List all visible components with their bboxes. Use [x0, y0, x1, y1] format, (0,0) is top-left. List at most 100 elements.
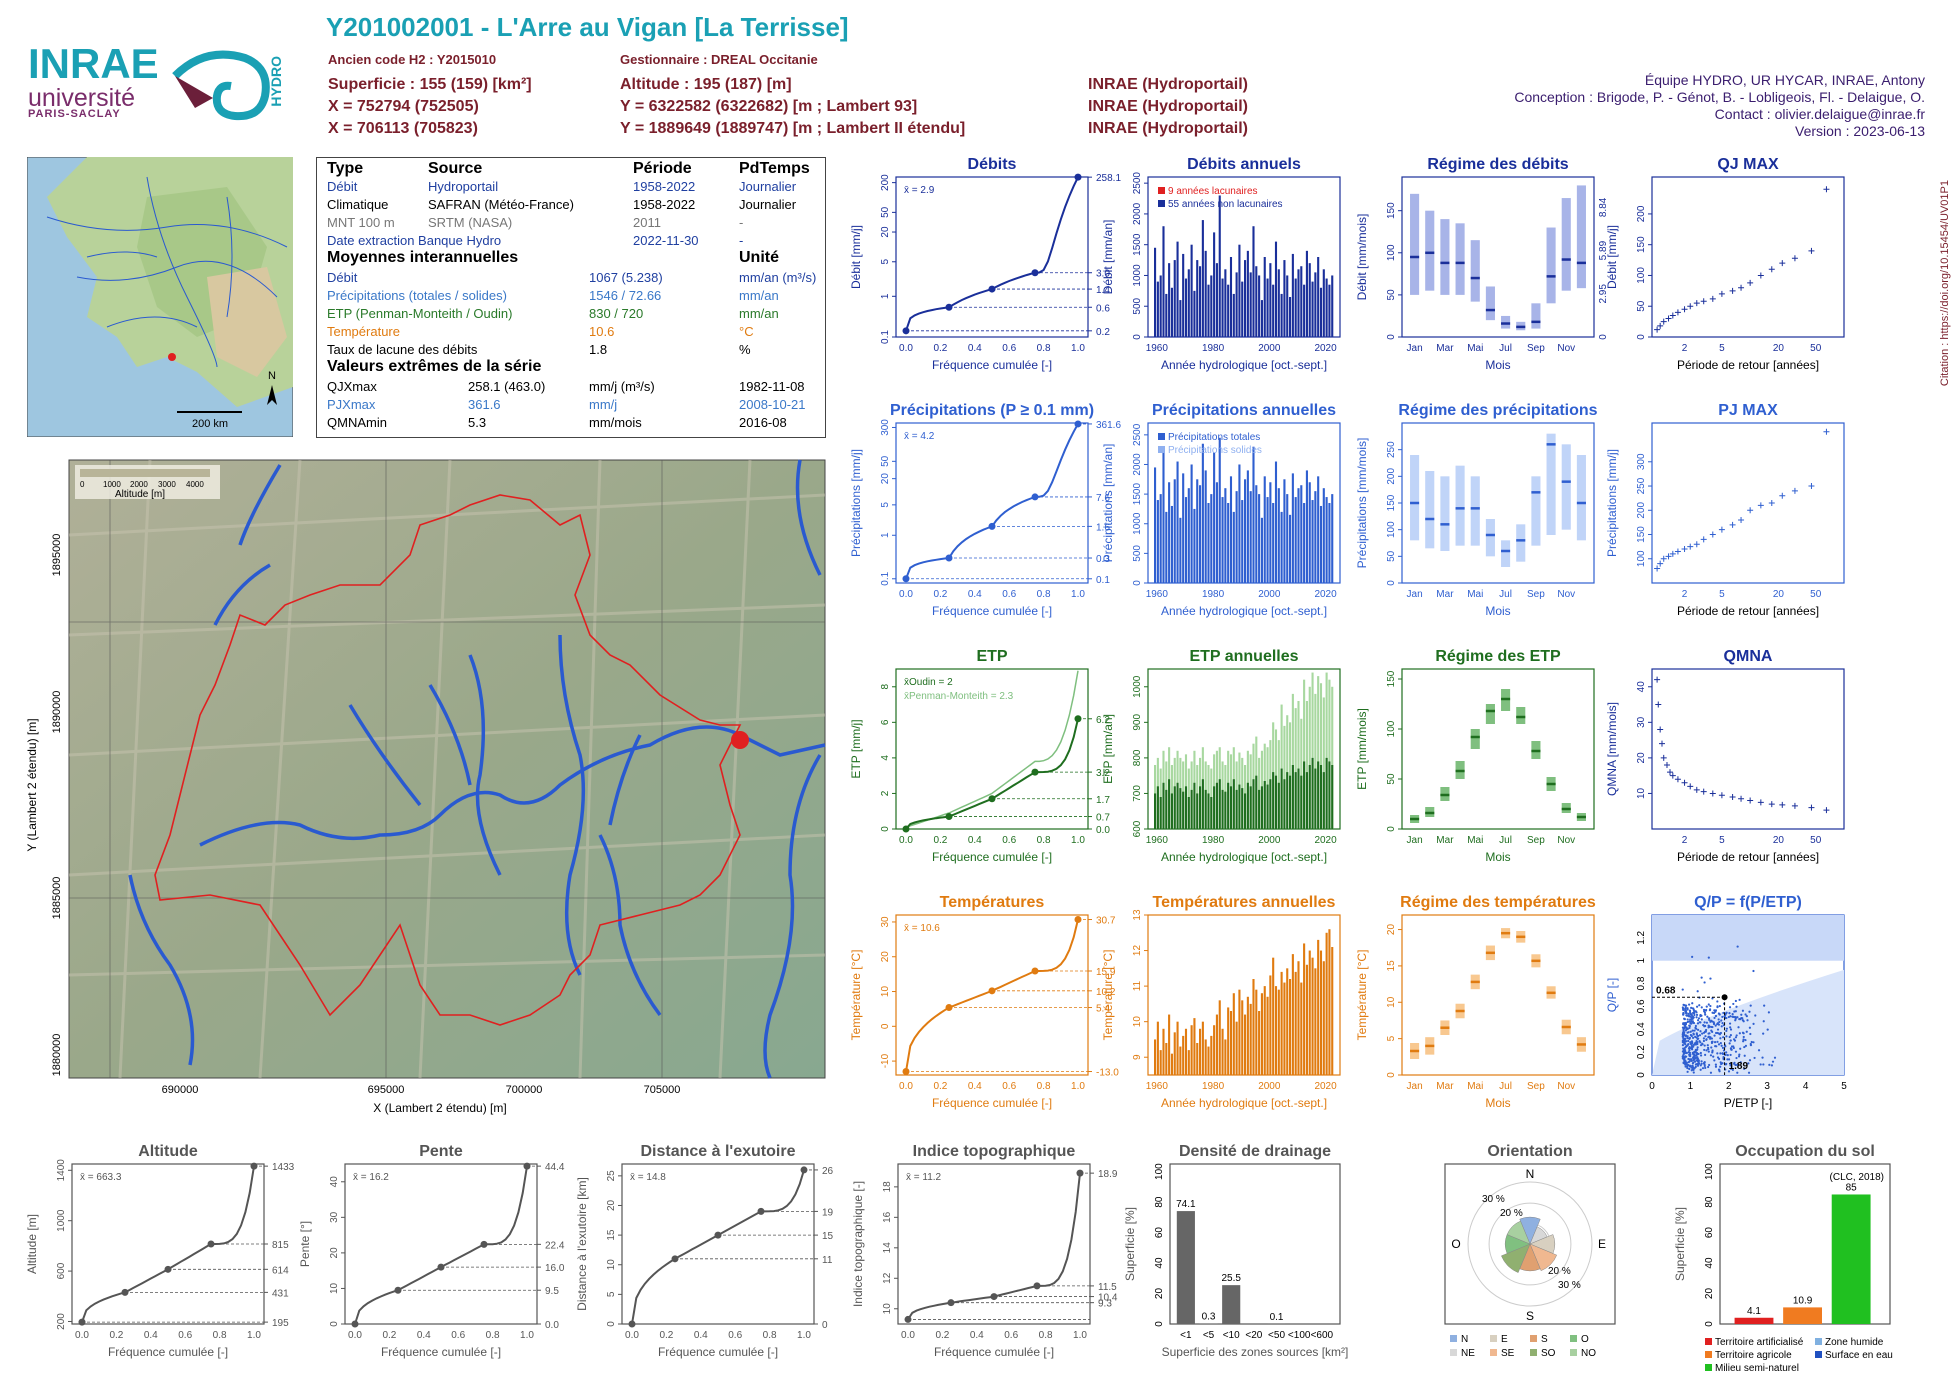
return-point — [1655, 701, 1662, 708]
x-tick-label: 0 — [1649, 1081, 1655, 1092]
quantile-point — [78, 1318, 86, 1326]
chart-qmna: QMNA Période de retour [années] QMNA [mm/m… — [1605, 648, 1845, 864]
coord-x-l2e: X = 706113 (705823) — [328, 120, 478, 137]
return-point — [1693, 786, 1700, 793]
x-tick-label: 1960 — [1146, 835, 1169, 846]
return-point — [1791, 802, 1798, 809]
x-tick-label: 0.0 — [899, 343, 913, 354]
ext-value: 361.6 — [468, 397, 501, 412]
qp-point — [1684, 1022, 1688, 1026]
qp-point — [1704, 1066, 1707, 1070]
qp-point — [1685, 1014, 1689, 1017]
y-tick-label: 30 — [880, 916, 891, 928]
y-tick-label: 2500 — [1132, 423, 1143, 446]
qp-point — [1708, 1063, 1711, 1067]
return-point — [1669, 772, 1676, 779]
bar — [1249, 491, 1252, 583]
bar — [1179, 517, 1182, 583]
chart-indice-topographique: Indice topographique Fréquence cumulée [-… — [851, 1143, 1118, 1359]
return-point — [1669, 550, 1676, 557]
qp-point — [1749, 1042, 1752, 1046]
return-point — [1729, 521, 1736, 528]
y-tick-label: 10 — [882, 1303, 893, 1315]
ext-date: 1982-11-08 — [739, 379, 805, 394]
bar — [1322, 772, 1325, 829]
chart-xlabel: Superficie des zones sources [km²] — [1162, 1345, 1349, 1359]
bar — [1300, 485, 1303, 583]
return-point — [1808, 247, 1815, 254]
y-tick-label: 0.1 — [880, 330, 891, 344]
qp-point — [1708, 1009, 1712, 1012]
bar — [1215, 782, 1218, 829]
bar-label: 0.1 — [1270, 1312, 1284, 1323]
qp-point — [1699, 1013, 1702, 1017]
y-tick-label: 0 — [606, 1321, 617, 1327]
qp-point — [1695, 1005, 1699, 1008]
paris-saclay-logo: PARIS-SACLAY — [28, 108, 121, 120]
chart-subtitle: (CLC, 2018) — [1830, 1172, 1884, 1183]
y-tick-label: 0.6 — [1636, 999, 1647, 1013]
bar — [1154, 793, 1157, 829]
bar — [1249, 786, 1252, 829]
x-tick-label: <5 — [1203, 1330, 1215, 1341]
qp-point — [1691, 1036, 1695, 1039]
qp-point — [1688, 1026, 1691, 1029]
ext-date: 2016-08 — [739, 415, 787, 430]
y-tick-label: 5 — [880, 259, 891, 265]
bar — [1252, 446, 1255, 583]
y-tick-label: 30 — [329, 1211, 340, 1223]
x-tick-label: 1.0 — [247, 1330, 261, 1341]
moy-unit: mm/an — [739, 306, 779, 321]
y-tick-label: 0 — [1132, 334, 1143, 340]
bar — [1328, 284, 1331, 337]
bar — [1255, 989, 1258, 1075]
x-tick-label: 2 — [1726, 1081, 1732, 1092]
qp-point — [1687, 1050, 1690, 1054]
y-tick-label: 150 — [1386, 670, 1397, 687]
x-tick-label: 0.6 — [1004, 1330, 1018, 1341]
bar — [1229, 1011, 1233, 1075]
qp-point — [1767, 1011, 1770, 1014]
qp-point — [1696, 990, 1699, 993]
qp-point — [1739, 1047, 1742, 1050]
info-pdt: Journalier — [739, 197, 797, 212]
y-tick-label: 0 — [1154, 1321, 1165, 1327]
qp-point — [1691, 955, 1694, 958]
bar — [1280, 511, 1283, 583]
x-tick-label: 4 — [1803, 1081, 1809, 1092]
qp-annot-y: 0.68 — [1656, 985, 1676, 996]
y-tick-label: 50 — [1636, 300, 1647, 312]
x-tick-label: 1960 — [1146, 1081, 1169, 1092]
y-tick-label: 1000 — [1132, 675, 1143, 698]
bar — [1156, 786, 1159, 829]
qp-point — [1686, 1035, 1689, 1038]
chart-ylabel: Distance à l'exutoire [km] — [575, 1177, 589, 1311]
bar — [1277, 488, 1280, 583]
bar — [1184, 497, 1188, 583]
qp-point — [1698, 1004, 1701, 1007]
map-xlabel: X (Lambert 2 étendu) [m] — [373, 1101, 506, 1115]
bar — [1263, 986, 1266, 1075]
quantile-point — [351, 1320, 359, 1328]
map-ytick: 1880000 — [51, 1034, 63, 1077]
chart-etp: ETP Fréquence cumulée [-] ETP [mm/j] 0 2 4 6 8 0… — [849, 648, 1110, 864]
right-tick-label: 15 — [822, 1231, 834, 1242]
x-tick-label: 0.6 — [728, 1330, 742, 1341]
x-tick-label: 2000 — [1258, 835, 1281, 846]
bar — [1311, 281, 1314, 337]
legend-label: Précipitations solides — [1168, 445, 1262, 456]
bar — [1331, 494, 1334, 583]
bar — [1187, 488, 1190, 583]
chart-xlabel: Année hydrologique [oct.-sept.] — [1161, 358, 1327, 372]
x-tick-label: 0.4 — [968, 589, 982, 600]
return-point — [1718, 290, 1725, 297]
qp-point — [1762, 1032, 1765, 1035]
qp-point — [1757, 1049, 1761, 1052]
ext-key: QMNAmin — [327, 415, 387, 430]
x-tick-label: 0.0 — [348, 1330, 362, 1341]
bar — [1229, 476, 1233, 583]
bar — [1196, 793, 1199, 829]
return-point — [1709, 295, 1716, 302]
legend-label: Milieu semi-naturel — [1715, 1363, 1799, 1374]
x-tick-label: 1.0 — [1071, 835, 1085, 846]
